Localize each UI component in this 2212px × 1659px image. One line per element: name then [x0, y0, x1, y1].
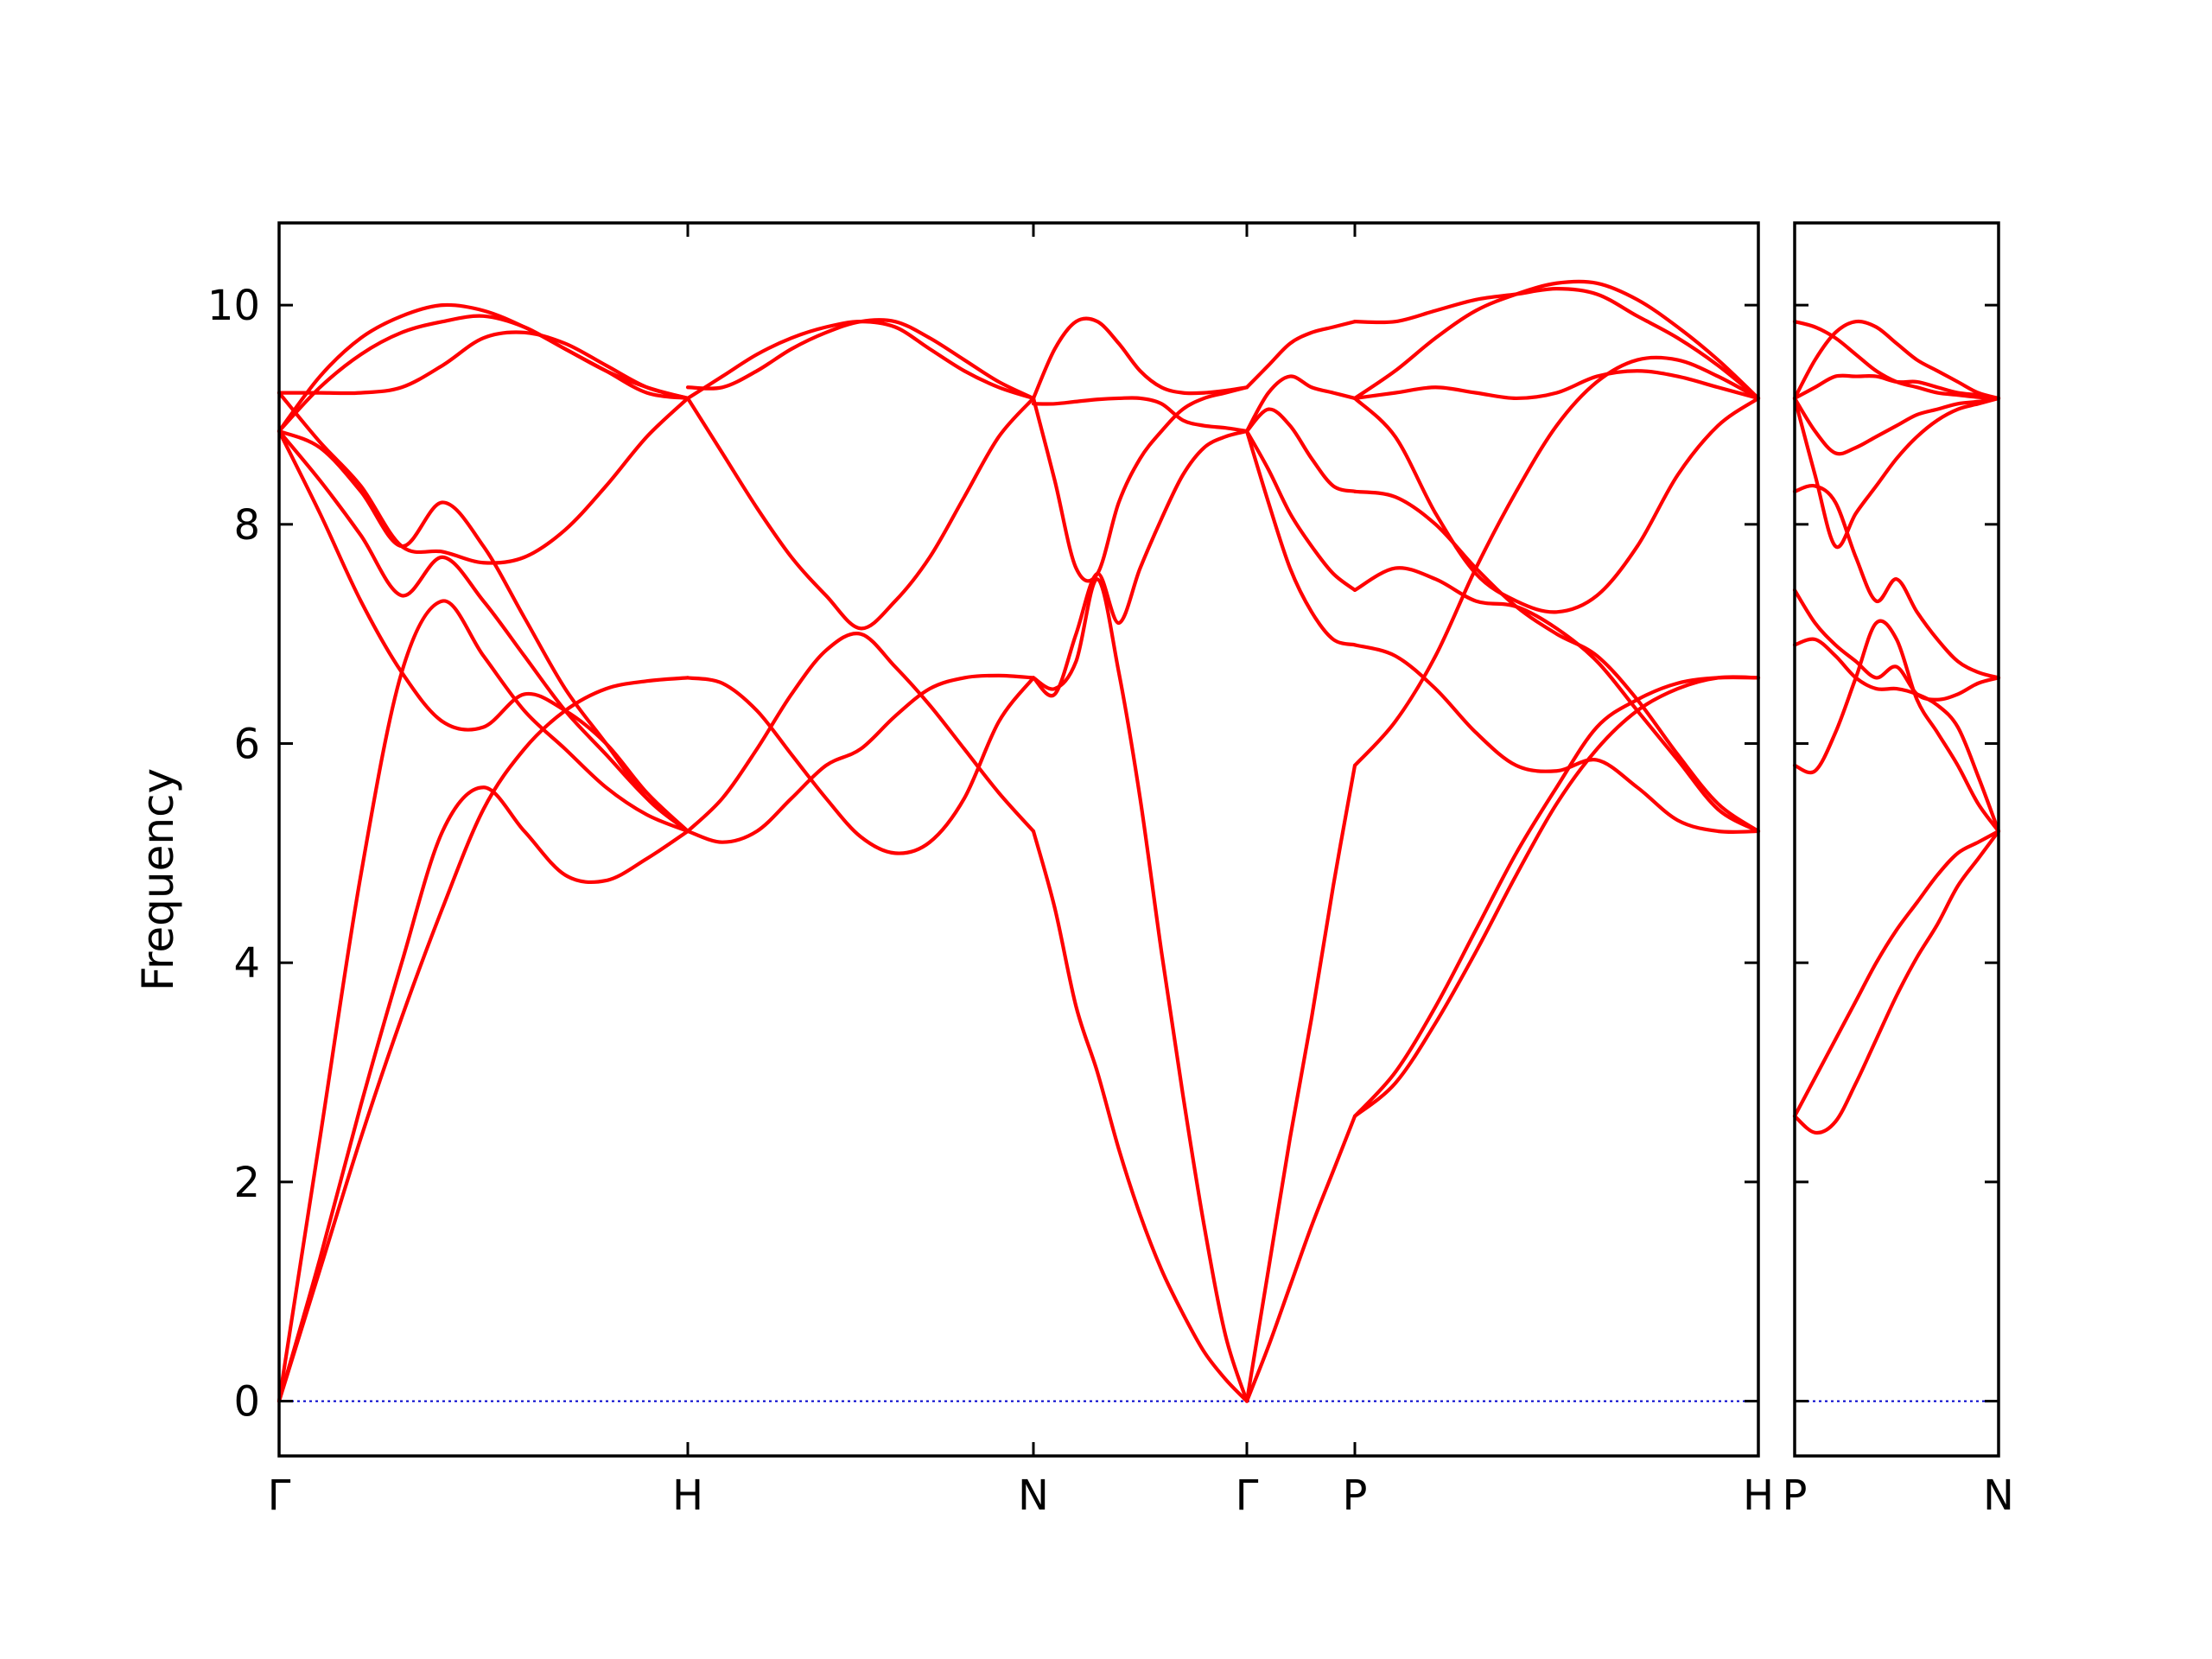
band-N-Γ-6	[1031, 316, 1249, 401]
band-P-N-11	[1792, 319, 2001, 401]
band-P-N-10	[1792, 320, 2001, 401]
band-Γ-P-7	[1244, 374, 1357, 434]
band-Γ-P-3	[1244, 429, 1357, 647]
band-Γ-H-3	[276, 599, 690, 1403]
y-tick-label: 8	[233, 501, 260, 550]
band-Γ-P-2	[1244, 763, 1357, 1403]
band-P-H-3	[1352, 355, 1761, 767]
band-P-H-1	[1352, 675, 1761, 1118]
y-tick-label: 6	[233, 721, 260, 769]
band-H-N-6	[685, 318, 1036, 401]
panel-1: 0 2 4 6 8 10 Γ H N Γ P H	[207, 221, 1774, 1520]
axes-frame	[277, 221, 1760, 1458]
band-P-H-2	[1352, 675, 1761, 1118]
band-P-H-7	[1352, 396, 1761, 614]
y-tick-label: 2	[233, 1159, 260, 1207]
band-N-Γ-1	[1031, 829, 1249, 1403]
axes-frame	[1793, 221, 2000, 1458]
band-Γ-P-6	[1244, 320, 1357, 390]
band-N-Γ-4	[1031, 385, 1249, 583]
band-H-N-2	[685, 673, 1036, 844]
band-P-N-5	[1792, 588, 2001, 702]
band-Γ-H-5	[276, 429, 690, 834]
band-Γ-P-1	[1244, 1114, 1357, 1403]
band-N-Γ-5	[1031, 396, 1249, 434]
band-P-H-4	[1352, 643, 1761, 835]
band-N-Γ-2	[1031, 577, 1249, 1403]
y-tick-label: 4	[233, 939, 260, 988]
band-H-N-3	[685, 632, 1036, 834]
band-Γ-H-6	[276, 429, 690, 834]
x-tick-label: N	[1983, 1471, 2014, 1520]
band-P-H-8	[1352, 369, 1761, 401]
x-tick-label: Γ	[1236, 1471, 1259, 1520]
band-P-N-7	[1792, 396, 2001, 550]
band-P-H-9	[1352, 279, 1761, 401]
band-P-N-1	[1792, 829, 2001, 1135]
band-H-N-1	[685, 676, 1036, 855]
band-H-N-5	[685, 320, 1036, 401]
band-N-Γ-3	[1031, 429, 1249, 698]
x-tick-label: P	[1783, 1471, 1808, 1520]
band-P-N-6	[1792, 483, 2001, 680]
band-Γ-P-5	[1244, 407, 1357, 493]
y-axis-label: Frequency	[133, 768, 183, 991]
band-Γ-H-1	[276, 676, 690, 1403]
band-Γ-H-7	[276, 391, 690, 565]
x-tick-label: N	[1018, 1471, 1049, 1520]
band-Γ-H-10	[276, 302, 690, 434]
band-Γ-P-4	[1244, 429, 1357, 593]
band-P-H-6	[1352, 489, 1761, 834]
band-P-N-3	[1792, 619, 2001, 834]
y-tick-label: 10	[207, 282, 260, 330]
band-P-N-8	[1792, 396, 2001, 456]
band-P-H-5	[1352, 566, 1761, 834]
band-P-H-10	[1352, 287, 1761, 401]
band-P-N-4	[1792, 637, 2001, 834]
band-P-N-2	[1792, 829, 2001, 1118]
x-tick-label: Γ	[268, 1471, 291, 1520]
band-Γ-H-2	[276, 785, 690, 1403]
y-tick-label: 0	[233, 1378, 260, 1427]
band-Γ-H-8	[276, 330, 690, 401]
x-tick-label: H	[672, 1471, 703, 1520]
x-tick-label: H	[1743, 1471, 1774, 1520]
band-Γ-H-9	[276, 314, 690, 434]
band-H-N-4	[685, 396, 1036, 631]
x-tick-label: P	[1343, 1471, 1368, 1520]
